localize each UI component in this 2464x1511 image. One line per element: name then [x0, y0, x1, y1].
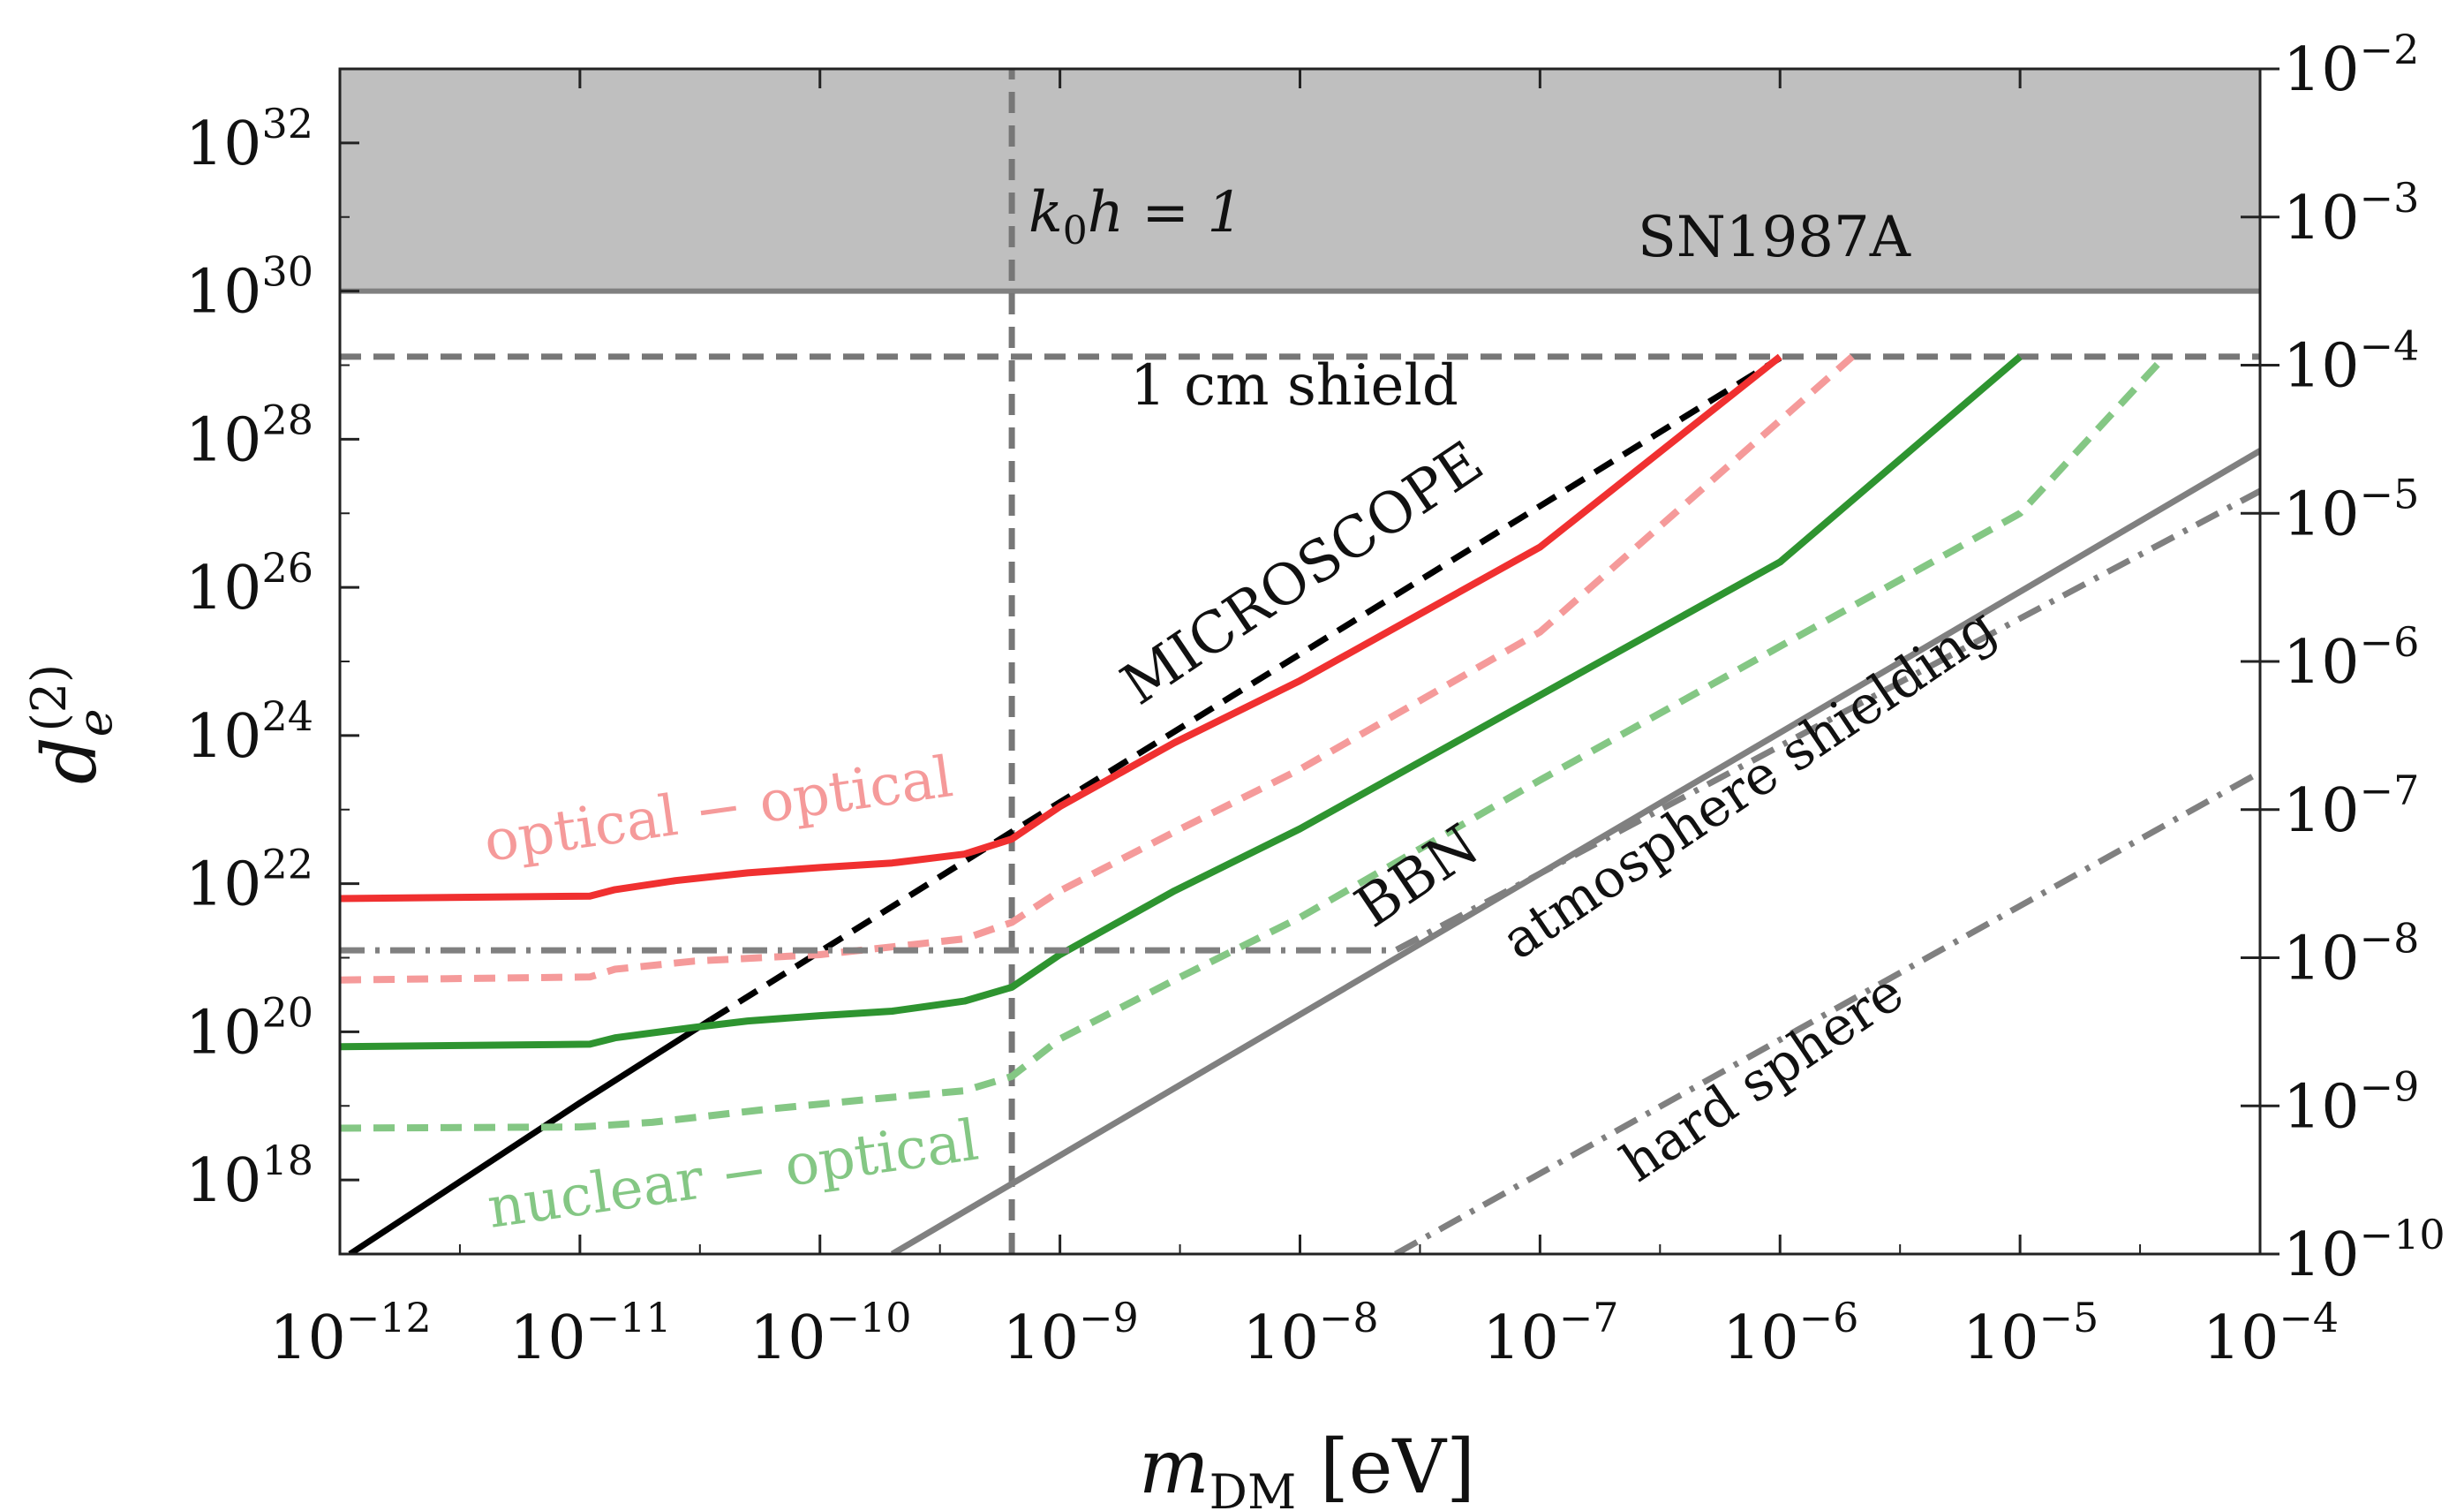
y2-tick-label-5: 10−5: [2283, 470, 2419, 549]
shield-label: 1 cm shield: [1130, 353, 1458, 419]
x-tick-label-2: 10−10: [750, 1294, 912, 1373]
y-tick-label-0: 1018: [185, 1137, 313, 1216]
y-tick-label-1: 1020: [185, 988, 313, 1068]
y2-tick-label-7: 10−3: [2283, 174, 2419, 253]
x-tick-label-8: 10−4: [2203, 1294, 2339, 1373]
x-tick-label-5: 10−7: [1482, 1294, 1618, 1373]
k0h-sub: 0: [1063, 208, 1088, 253]
y2-tick-label-8: 10−2: [2283, 26, 2419, 105]
y-axis-label-sub: e: [67, 708, 123, 737]
hardsphere-label: hard sphere: [1610, 962, 1914, 1195]
y-tick-label-2: 1022: [185, 841, 313, 920]
x-axis-label: mDM [eV]: [1139, 1424, 1475, 1511]
region-sn1987a: [340, 69, 2260, 291]
microscope-label: MICROSCOPE: [1111, 429, 1496, 718]
svg-text:de(2): de(2): [21, 664, 123, 784]
y-tick-label-6: 1030: [185, 248, 313, 328]
y-axis-label-base: d: [26, 737, 113, 784]
y2-tick-label-4: 10−6: [2283, 618, 2419, 698]
optical-label: optical − optical: [480, 744, 957, 875]
x-tick-label-1: 10−11: [509, 1294, 672, 1373]
x-axis-label-unit: [eV]: [1296, 1424, 1475, 1510]
y-axis-label-sup: (2): [21, 664, 77, 732]
sn1987a-label: SN1987A: [1638, 205, 1911, 270]
x-tick-label-4: 10−8: [1242, 1294, 1378, 1373]
series-microscope: [348, 1016, 712, 1254]
series-green_dash: [340, 354, 2167, 1132]
y2-tick-label-1: 10−9: [2283, 1062, 2419, 1142]
y2-tick-label-6: 10−4: [2283, 322, 2419, 402]
y2-tick-label-0: 10−10: [2283, 1211, 2445, 1290]
x-tick-label-3: 10−9: [1002, 1294, 1138, 1373]
x-tick-label-0: 10−12: [269, 1294, 432, 1373]
x-tick-label-6: 10−6: [1722, 1294, 1858, 1373]
series-green_solid: [340, 353, 2023, 1051]
y-axis-label: de(2): [21, 664, 123, 784]
k0h-rest: h = 1: [1088, 180, 1243, 246]
series-microscope_dash: [708, 355, 1782, 1023]
y-tick-label-7: 1032: [185, 100, 313, 179]
series-layer: [340, 69, 2260, 1254]
k0h-main: k: [1029, 180, 1063, 246]
y-tick-label-5: 1028: [185, 396, 313, 475]
atmosphere-label: atmosphere shielding: [1491, 596, 2007, 972]
series-hardsphere: [1393, 769, 2260, 1254]
k0h-label: k0h = 1: [1029, 180, 1243, 253]
y-tick-label-4: 1026: [185, 544, 313, 623]
y-tick-label-3: 1024: [185, 692, 313, 772]
ticks-layer: [338, 67, 2279, 1256]
x-axis-label-sub: DM: [1209, 1464, 1297, 1511]
bbn-label: BBN: [1345, 812, 1491, 941]
regions-layer: [340, 69, 2260, 294]
y2-tick-label-2: 10−8: [2283, 915, 2419, 994]
series-red_solid: [340, 353, 1782, 903]
tick-labels-layer: 10−12 10−11 10−10 10−9 10−8 10−7 10−6 10−5 10−41…: [185, 26, 2445, 1373]
series-red_dash: [340, 353, 1855, 984]
x-tick-label-7: 10−5: [1963, 1294, 2099, 1373]
y2-tick-label-3: 10−7: [2283, 767, 2419, 846]
x-axis-label-base: m: [1139, 1424, 1209, 1510]
